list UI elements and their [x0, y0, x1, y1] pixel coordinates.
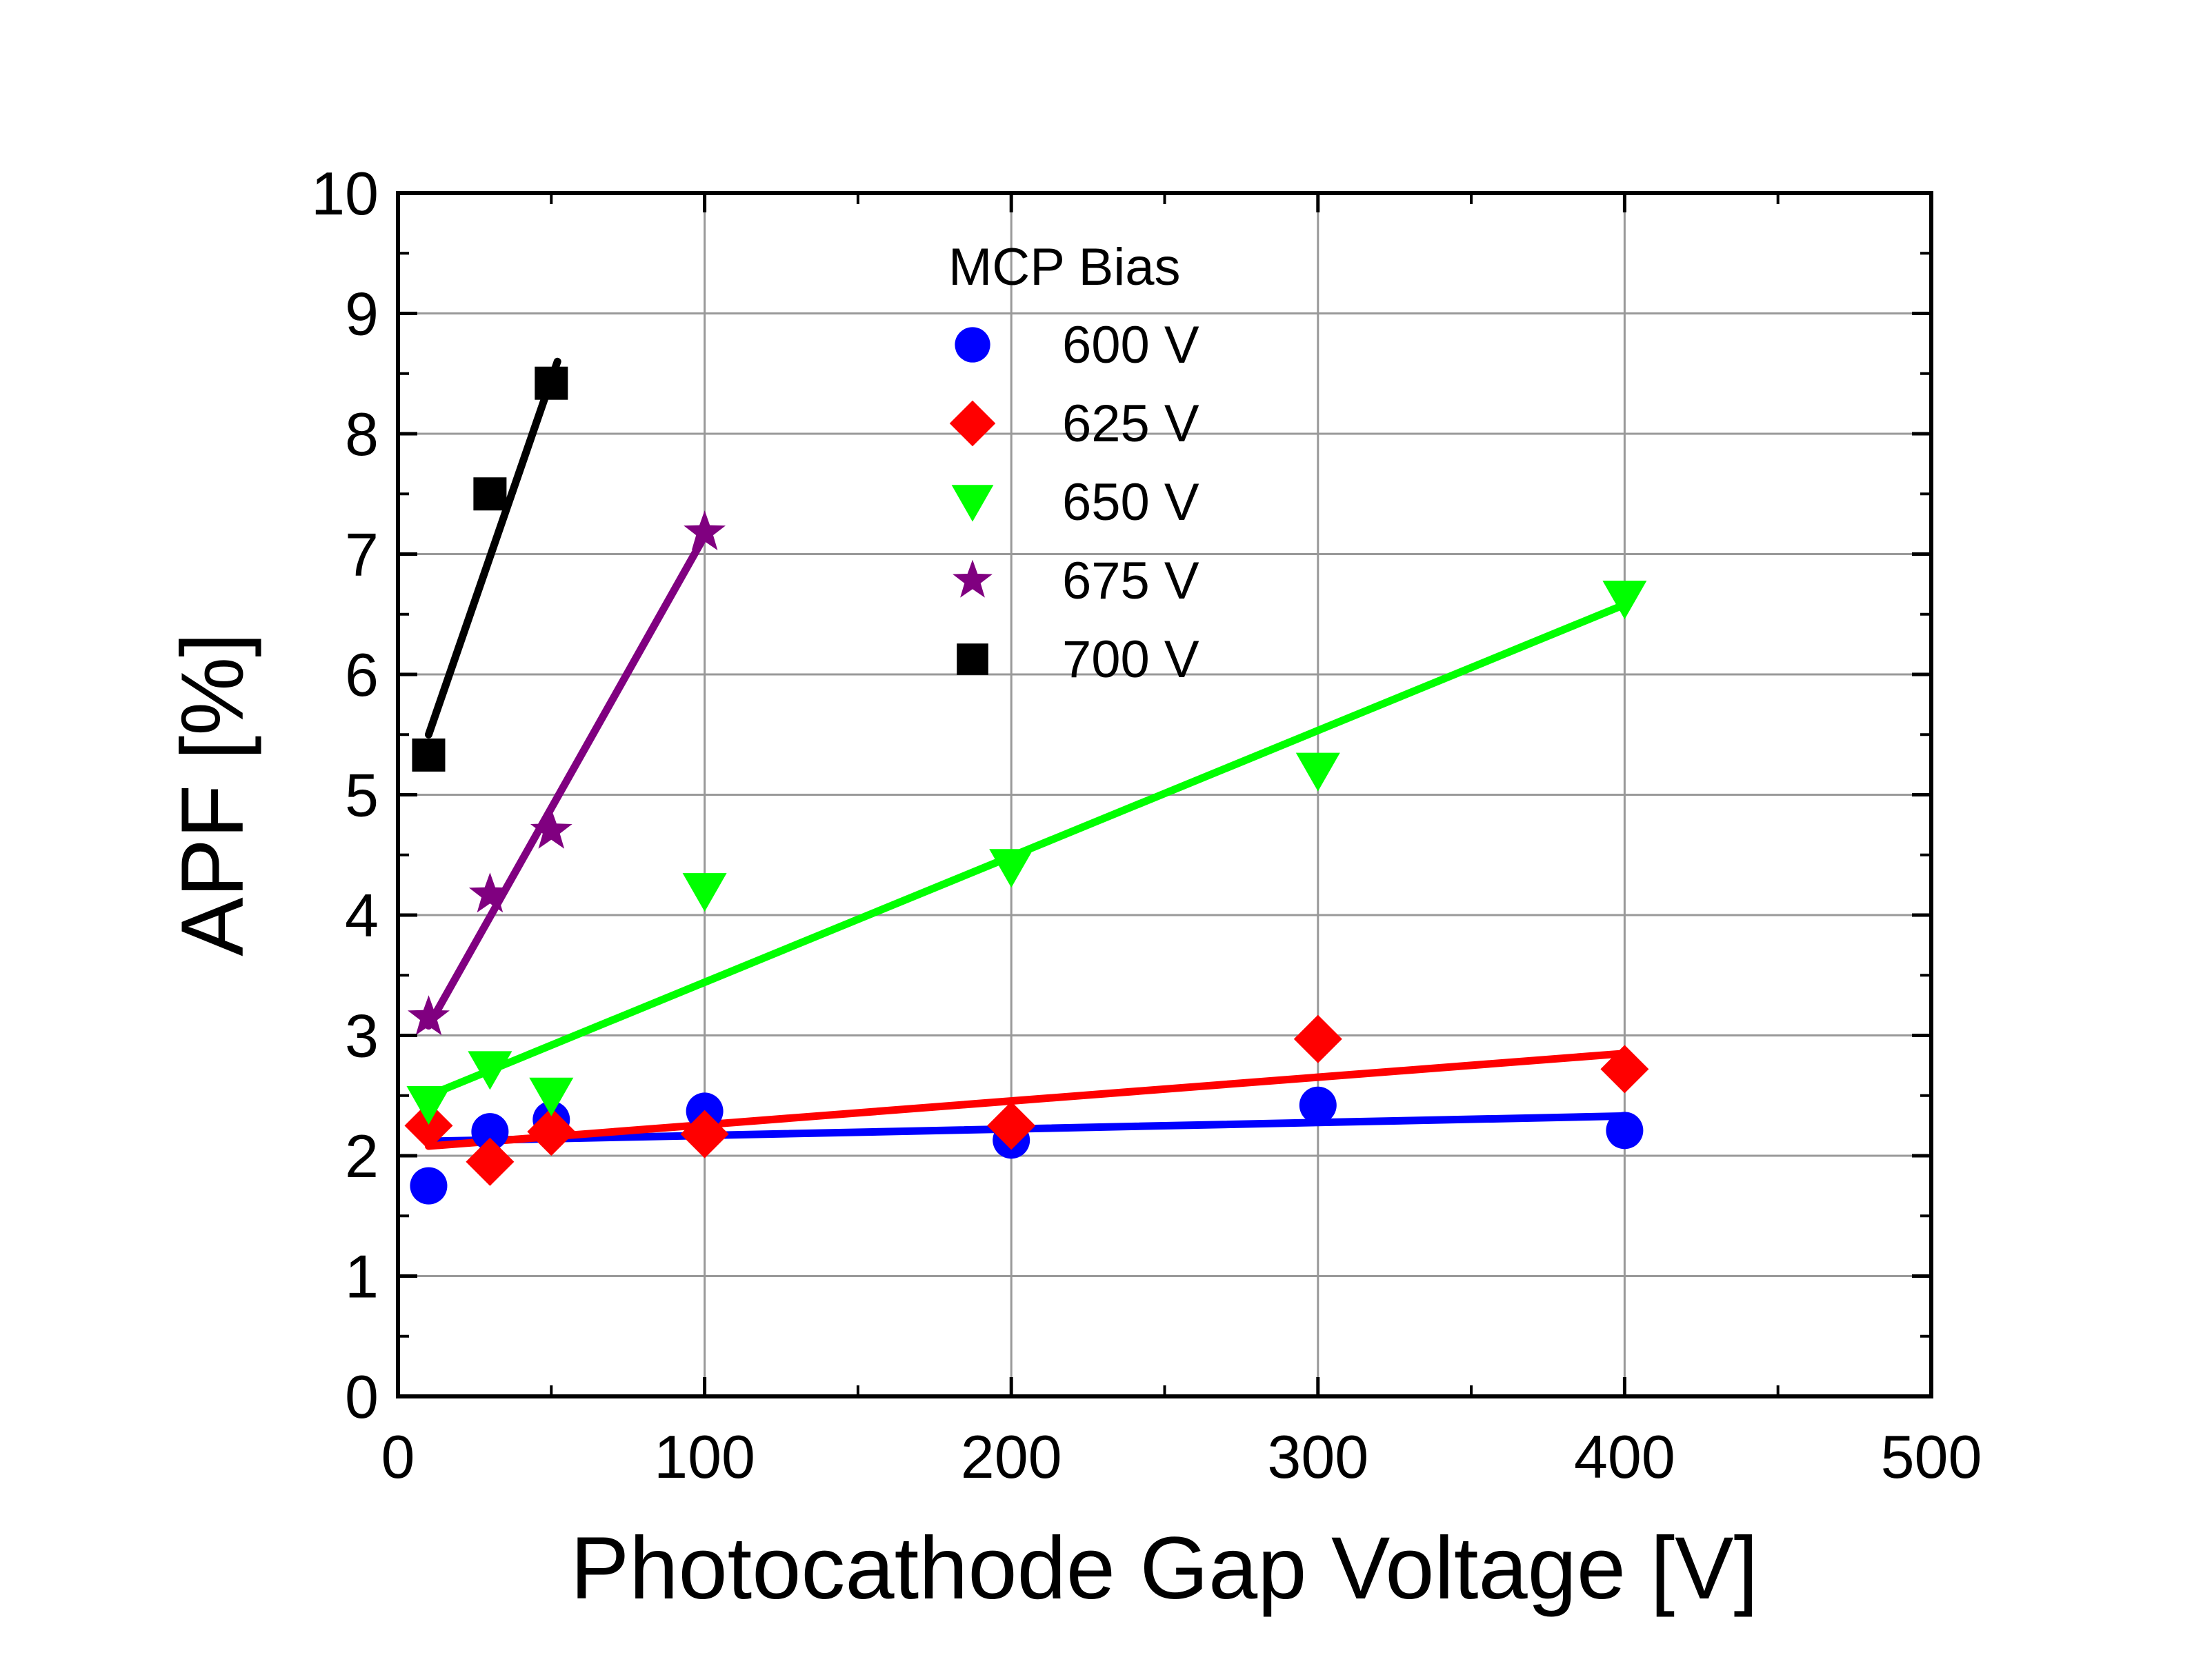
y-tick-label: 9	[345, 280, 379, 348]
legend-entries: 600 V 625 V 650 V 675 V 700 V	[949, 316, 1199, 689]
data-point-625v	[1293, 1014, 1342, 1063]
legend-marker-650v	[951, 485, 994, 522]
legend-marker-625v	[949, 400, 996, 447]
legend-label-700v: 700 V	[1062, 630, 1199, 689]
data-point-625v	[680, 1110, 729, 1158]
data-point-625v	[527, 1107, 576, 1156]
y-tick-label: 4	[345, 881, 379, 950]
x-tick-label: 400	[1574, 1423, 1675, 1491]
y-tick-label: 5	[345, 761, 379, 830]
data-point-650v	[1295, 752, 1340, 792]
data-point-650v	[406, 1085, 451, 1125]
x-tick-label: 100	[654, 1423, 755, 1491]
x-tick-label: 0	[381, 1423, 415, 1491]
y-tick-labels: 0 1 2 3 4 5 6 7 8 9 10	[311, 159, 379, 1431]
x-tick-label: 300	[1267, 1423, 1368, 1491]
axis-ticks	[396, 191, 1933, 1398]
legend: MCP Bias 600 V 625 V 650 V 675 V 700 V	[948, 238, 1199, 689]
data-point-625v	[404, 1101, 453, 1150]
y-tick-label: 2	[345, 1122, 379, 1190]
x-axis-title: Photocathode Gap Voltage [V]	[570, 1519, 1758, 1618]
y-tick-label: 0	[345, 1363, 379, 1431]
data-point-600v	[1299, 1086, 1337, 1124]
legend-label-650v: 650 V	[1062, 473, 1199, 532]
data-point-675v	[530, 808, 572, 849]
y-tick-label: 6	[345, 641, 379, 709]
data-point-650v	[989, 849, 1034, 888]
data-point-650v	[682, 873, 727, 912]
x-tick-label: 200	[961, 1423, 1062, 1491]
legend-marker-600v	[955, 327, 990, 363]
fit-line-625v	[424, 1050, 1628, 1150]
y-tick-label: 1	[345, 1243, 379, 1311]
data-point-650v	[529, 1077, 574, 1116]
data-point-675v	[408, 995, 450, 1036]
data-point-700v	[412, 738, 446, 772]
y-tick-label: 3	[345, 1002, 379, 1070]
legend-label-675v: 675 V	[1062, 552, 1199, 610]
data-point-650v	[468, 1051, 512, 1090]
data-point-625v	[987, 1101, 1036, 1150]
data-point-625v	[1600, 1045, 1649, 1094]
legend-title: MCP Bias	[948, 238, 1180, 297]
data-point-700v	[473, 477, 507, 511]
fit-line-675v	[424, 532, 709, 1030]
data-point-600v	[471, 1113, 509, 1151]
data-point-675v	[684, 510, 726, 550]
legend-label-625v: 625 V	[1062, 394, 1199, 453]
y-tick-label: 10	[311, 159, 379, 228]
data-point-625v	[466, 1137, 515, 1186]
data-markers	[404, 366, 1649, 1205]
data-point-700v	[535, 366, 568, 400]
x-tick-label: 500	[1881, 1423, 1982, 1491]
y-axis-title: APF [%]	[163, 632, 262, 956]
y-tick-label: 7	[345, 521, 379, 589]
x-tick-labels: 0 100 200 300 400 500	[381, 1423, 1982, 1491]
fit-line-700v	[424, 357, 561, 739]
y-tick-label: 8	[345, 400, 379, 468]
legend-marker-675v	[953, 559, 993, 598]
data-point-675v	[468, 872, 511, 913]
data-point-600v	[1606, 1112, 1644, 1150]
legend-marker-700v	[957, 643, 988, 675]
legend-label-600v: 600 V	[1062, 316, 1199, 374]
grid	[398, 193, 1931, 1396]
data-point-650v	[1602, 581, 1647, 620]
data-point-600v	[410, 1167, 448, 1205]
